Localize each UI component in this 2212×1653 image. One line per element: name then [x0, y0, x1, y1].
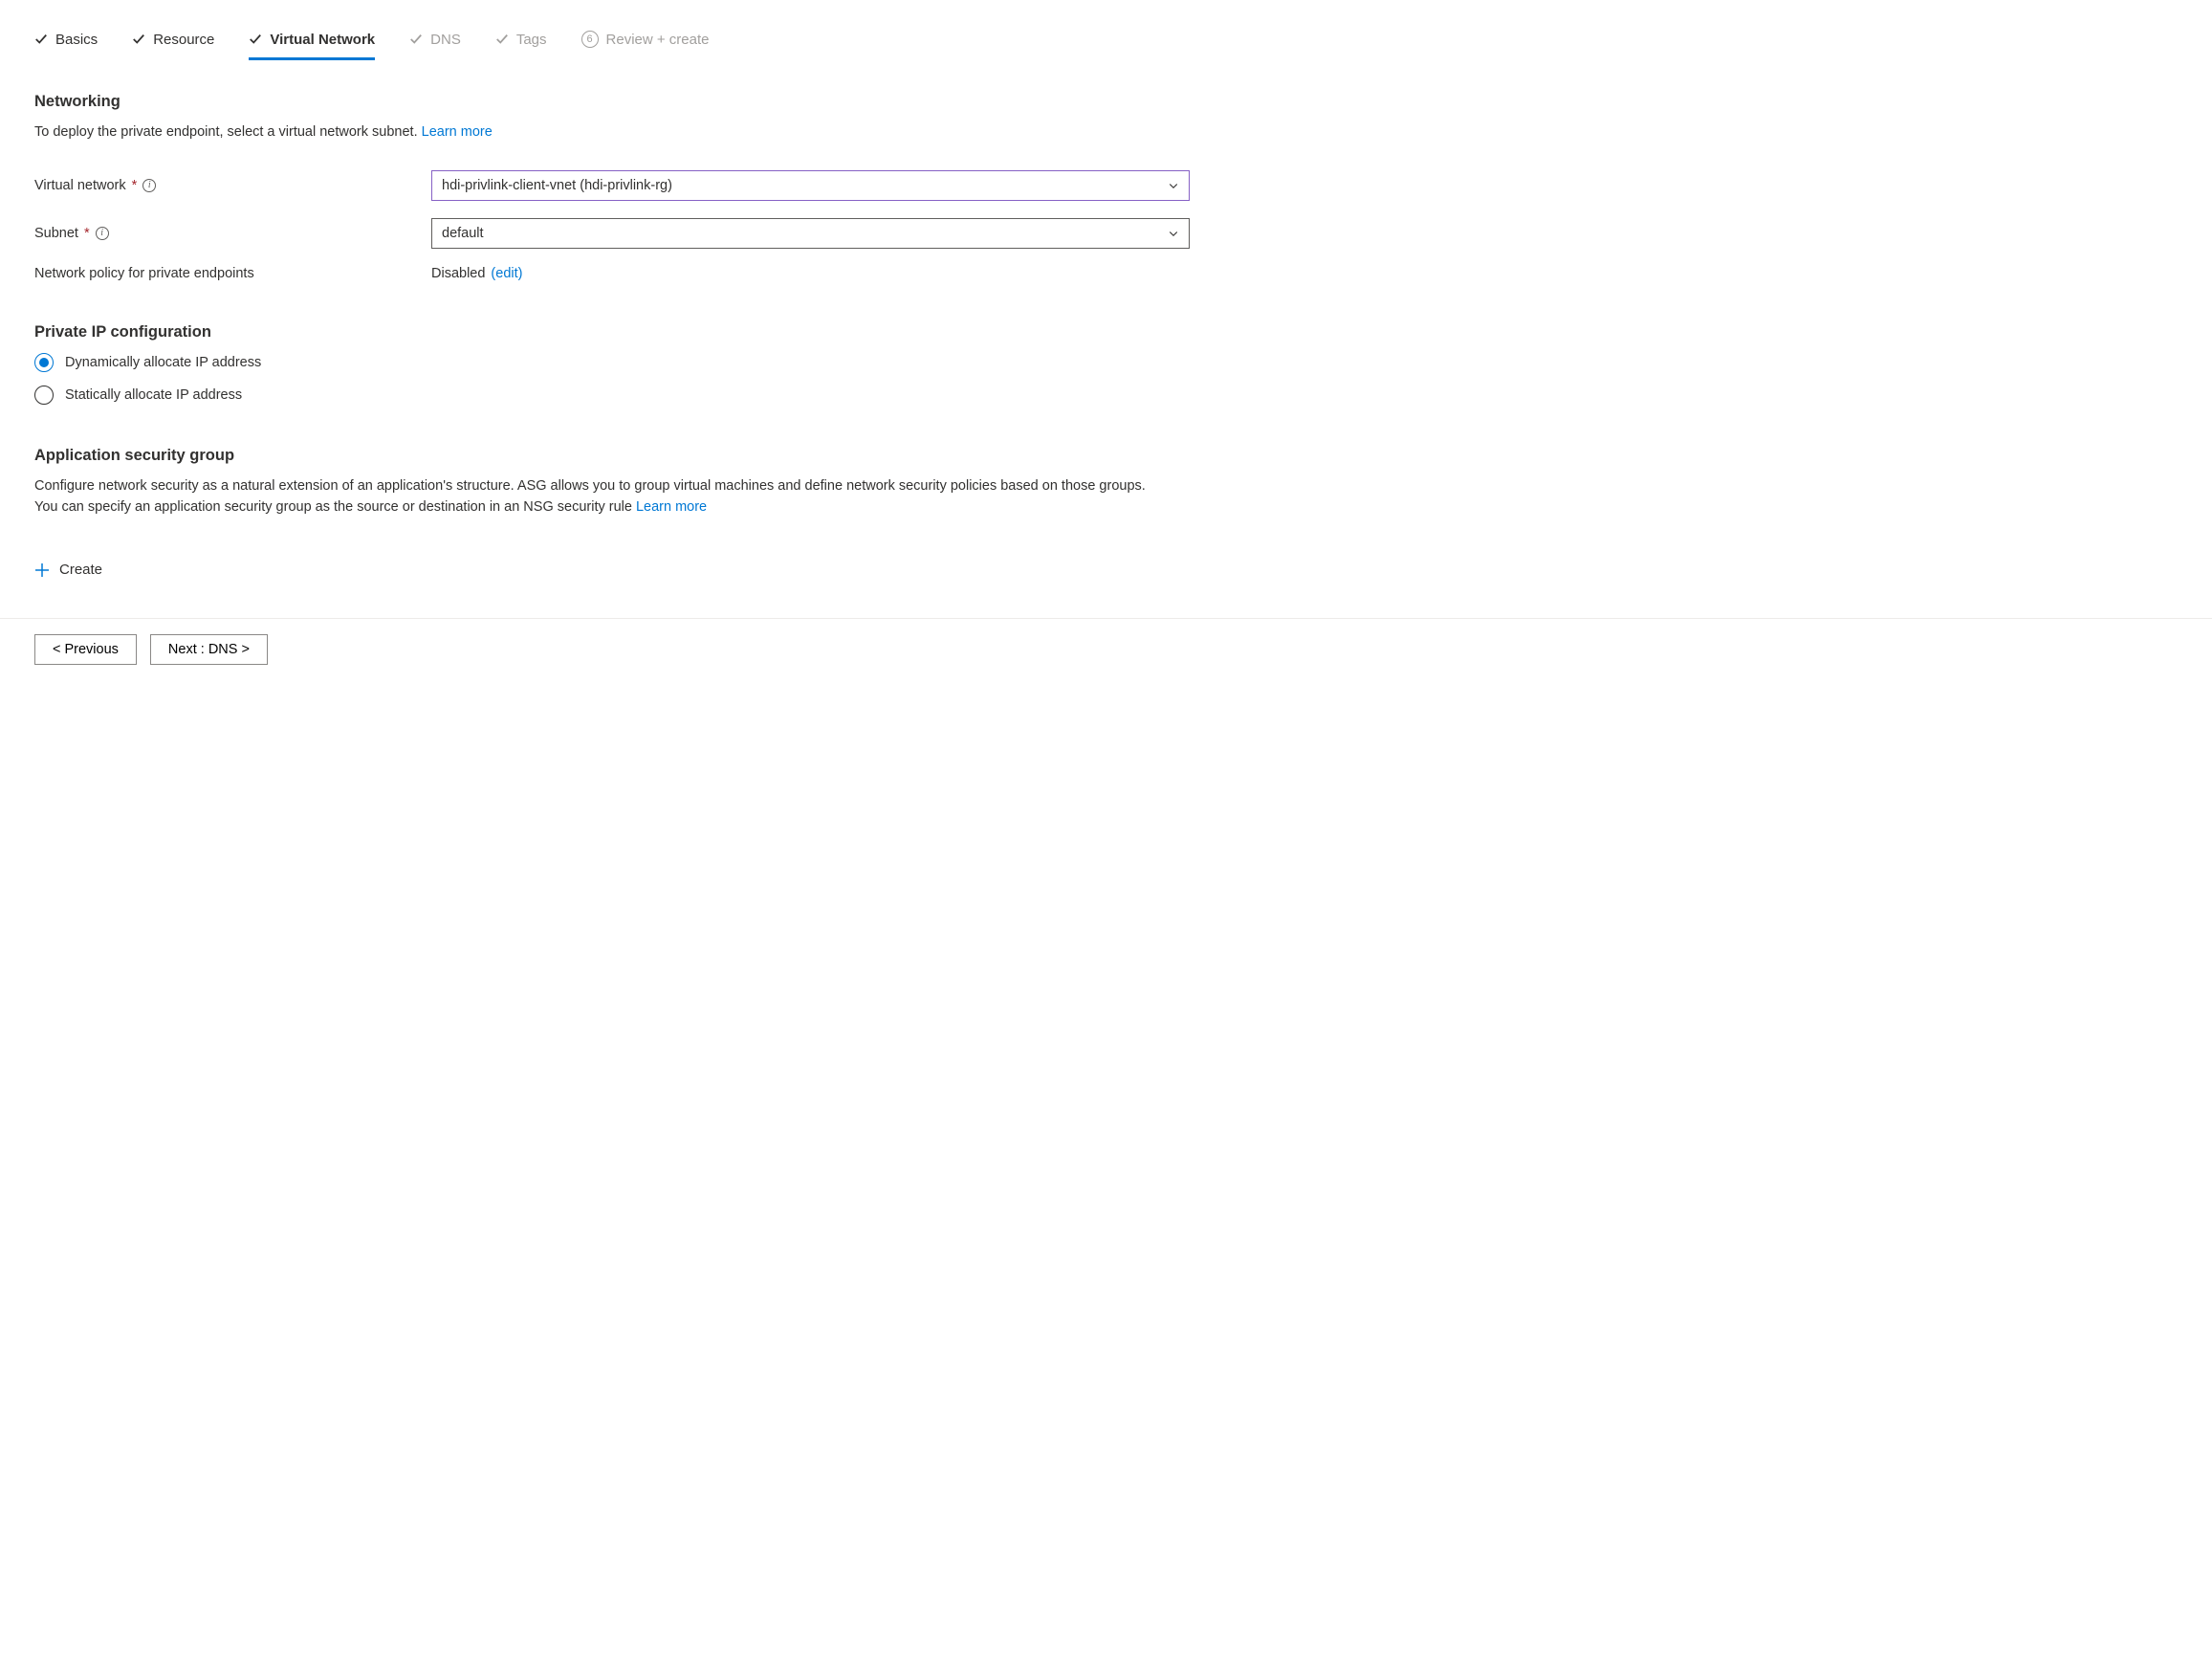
step-number-icon: 6	[581, 31, 599, 48]
tab-tags[interactable]: Tags	[495, 32, 547, 60]
row-subnet: Subnet * i default	[34, 218, 1190, 249]
tab-virtual-network[interactable]: Virtual Network	[249, 32, 375, 60]
select-value: hdi-privlink-client-vnet (hdi-privlink-r…	[442, 178, 672, 193]
tab-label: Virtual Network	[270, 32, 375, 48]
tab-basics[interactable]: Basics	[34, 32, 98, 60]
next-button[interactable]: Next : DNS >	[150, 634, 268, 665]
networking-description: To deploy the private endpoint, select a…	[34, 122, 1163, 143]
required-indicator: *	[132, 178, 138, 193]
label-subnet: Subnet * i	[34, 226, 431, 241]
edit-link[interactable]: (edit)	[491, 266, 522, 281]
learn-more-link[interactable]: Learn more	[422, 124, 493, 140]
tab-label: Basics	[55, 32, 98, 48]
virtual-network-select[interactable]: hdi-privlink-client-vnet (hdi-privlink-r…	[431, 170, 1190, 201]
asg-description: Configure network security as a natural …	[34, 476, 1163, 518]
label-virtual-network: Virtual network * i	[34, 178, 431, 193]
check-icon	[495, 33, 509, 46]
chevron-down-icon	[1168, 180, 1179, 191]
wizard-tabs: Basics Resource Virtual Network DNS Tags…	[34, 31, 1190, 60]
learn-more-link[interactable]: Learn more	[636, 499, 707, 515]
radio-icon	[34, 353, 54, 372]
network-policy-value: Disabled (edit)	[431, 266, 522, 281]
tab-dns[interactable]: DNS	[409, 32, 461, 60]
wizard-footer: < Previous Next : DNS >	[0, 618, 2212, 684]
tab-label: DNS	[430, 32, 461, 48]
tab-label: Tags	[516, 32, 547, 48]
tab-label: Review + create	[606, 32, 710, 48]
radio-label: Dynamically allocate IP address	[65, 355, 261, 370]
create-label: Create	[59, 562, 102, 578]
row-virtual-network: Virtual network * i hdi-privlink-client-…	[34, 170, 1190, 201]
info-icon[interactable]: i	[96, 227, 109, 240]
radio-dynamic-ip[interactable]: Dynamically allocate IP address	[34, 353, 1190, 372]
check-icon	[34, 33, 48, 46]
tab-label: Resource	[153, 32, 214, 48]
radio-icon	[34, 386, 54, 405]
row-network-policy: Network policy for private endpoints Dis…	[34, 266, 1190, 281]
info-icon[interactable]: i	[142, 179, 156, 192]
section-title-private-ip: Private IP configuration	[34, 323, 1190, 342]
select-value: default	[442, 226, 484, 241]
plus-icon	[34, 562, 50, 578]
subnet-select[interactable]: default	[431, 218, 1190, 249]
required-indicator: *	[84, 226, 90, 241]
check-icon	[132, 33, 145, 46]
tab-resource[interactable]: Resource	[132, 32, 214, 60]
check-icon	[249, 33, 262, 46]
label-network-policy: Network policy for private endpoints	[34, 266, 431, 281]
chevron-down-icon	[1168, 228, 1179, 239]
radio-static-ip[interactable]: Statically allocate IP address	[34, 386, 1190, 405]
section-title-asg: Application security group	[34, 447, 1190, 465]
create-asg-button[interactable]: Create	[34, 562, 102, 578]
radio-label: Statically allocate IP address	[65, 387, 242, 403]
previous-button[interactable]: < Previous	[34, 634, 137, 665]
tab-review-create[interactable]: 6 Review + create	[581, 31, 710, 60]
section-title-networking: Networking	[34, 93, 1190, 111]
ip-allocation-radio-group: Dynamically allocate IP address Statical…	[34, 353, 1190, 405]
check-icon	[409, 33, 423, 46]
